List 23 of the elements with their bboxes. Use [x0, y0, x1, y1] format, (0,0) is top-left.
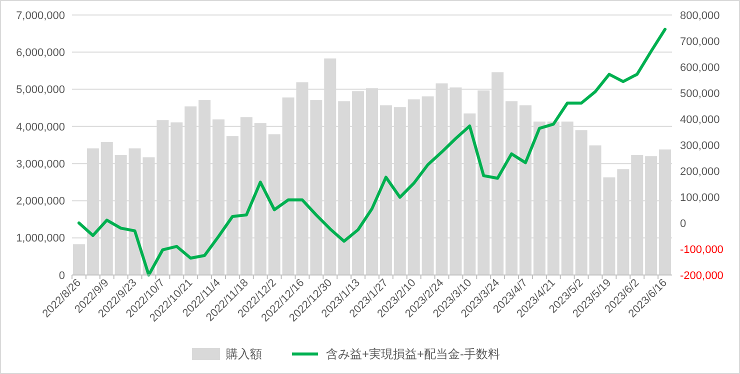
y2-tick-label: 300,000 [680, 140, 720, 152]
bar [72, 244, 85, 275]
y2-tick-label: 800,000 [680, 10, 720, 22]
legend-label: 含み益+実現損益+配当金-手数料 [326, 347, 500, 362]
y2-tick-label: 600,000 [680, 62, 720, 74]
y2-tick-label: 200,000 [680, 166, 720, 178]
y2-tick-label: 400,000 [680, 114, 720, 126]
y-tick-label: 4,000,000 [16, 121, 65, 134]
line-series [77, 28, 667, 276]
y-tick-label: 5,000,000 [16, 84, 65, 96]
y-tick-label: 2,000,000 [16, 196, 65, 208]
y2-tick-label: -100,000 [680, 244, 724, 256]
y-tick-label: 1,000,000 [16, 232, 65, 245]
y-tick-label: 6,000,000 [16, 46, 65, 59]
y2-tick-label: -200,000 [680, 270, 724, 282]
y-tick-label: 3,000,000 [16, 158, 65, 170]
y2-tick-label: 700,000 [680, 36, 720, 48]
y-tick-label: 7,000,000 [16, 10, 65, 22]
legend-label: 購入額 [226, 347, 262, 362]
y2-tick-label: 0 [680, 218, 686, 230]
y2-tick-label: 100,000 [680, 192, 720, 204]
y-tick-label: 0 [58, 270, 65, 282]
y2-tick-label: 500,000 [680, 88, 720, 100]
